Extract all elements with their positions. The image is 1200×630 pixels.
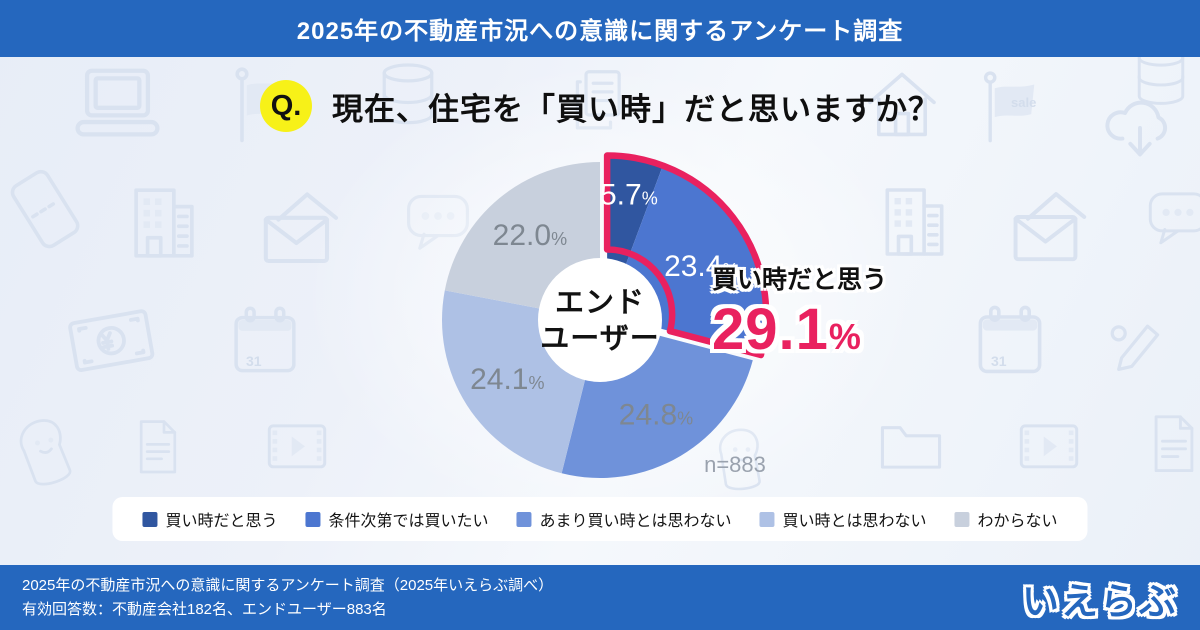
- legend-label: わからない: [977, 513, 1058, 530]
- mascot-icon: [15, 415, 74, 490]
- source-line-1: 2025年の不動産市況への意識に関するアンケート調査（2025年いえらぶ調べ）: [22, 576, 554, 594]
- question-row: Q. 現在、住宅を「買い時」だと思いますか？: [0, 80, 1200, 132]
- slice-label-1: 23.4%: [664, 250, 738, 283]
- highlight-callout: 買い時だと思う 29.1%: [712, 268, 887, 359]
- ielove-logo-text: いえらぶ: [1022, 580, 1178, 622]
- legend-item: 条件次第では買いたい: [305, 507, 488, 531]
- legend: 買い時だと思う 条件次第では買いたい あまり買い時とは思わない 買い時とは思わない わか…: [112, 497, 1088, 541]
- donut-center-label: ユーザー: [540, 323, 659, 355]
- legend-swatch: [954, 511, 970, 527]
- highlight-percent: 29.1: [712, 297, 829, 362]
- header-bar: 2025年の不動産市況への意識に関するアンケート調査: [0, 0, 1200, 57]
- donut-chart: 5.7% 23.4% 24.8% 24.1% 22.0% エンドユーザー n=883: [442, 152, 770, 479]
- document-icon: [1154, 415, 1194, 473]
- legend-swatch: [516, 511, 532, 527]
- donut-center-circle: [538, 258, 662, 382]
- slice-label-3: 24.1%: [470, 363, 544, 396]
- slice-label-2: 24.8%: [619, 399, 693, 432]
- legend-item: 買い時とは思わない: [759, 507, 927, 531]
- calendar-icon: [234, 306, 296, 373]
- legend-swatch: [759, 511, 775, 527]
- legend-label: 買い時とは思わない: [782, 513, 927, 530]
- legend-item: あまり買い時とは思わない: [516, 507, 732, 531]
- pencil-icon: [1110, 324, 1160, 372]
- chat-bubble-icon: [1148, 192, 1200, 245]
- highlight-outline: [603, 152, 770, 359]
- sale-flag-text: sale: [1011, 95, 1036, 110]
- building-icon: [134, 188, 194, 258]
- calendar-text: 31: [991, 353, 1007, 369]
- legend-list: 買い時だと思う 条件次第では買いたい あまり買い時とは思わない 買い時とは思わない わか…: [142, 507, 1058, 531]
- donut-center-label: エンド: [555, 287, 645, 319]
- legend-label: 条件次第では買いたい: [328, 513, 489, 530]
- legend-swatch: [305, 511, 321, 527]
- document-icon: [139, 419, 177, 474]
- legend-label: あまり買い時とは思わない: [539, 513, 732, 530]
- sample-size-label: n=883: [704, 452, 766, 477]
- envelope-icon: [1016, 194, 1085, 259]
- highlight-percent-sign: %: [828, 316, 861, 357]
- legend-swatch: [142, 511, 158, 527]
- source-note: 2025年の不動産市況への意識に関するアンケート調査（2025年いえらぶ調べ） …: [22, 574, 553, 622]
- legend-item: 買い時だと思う: [142, 507, 277, 531]
- calendar-text: 31: [246, 353, 262, 369]
- source-line-2: 有効回答数：不動産会社182名、エンドユーザー883名: [22, 600, 387, 618]
- legend-item: わからない: [954, 507, 1058, 531]
- slice-label-4: 22.0%: [493, 219, 567, 252]
- question-badge: Q.: [260, 80, 312, 132]
- yen-banknote-icon: [69, 311, 153, 371]
- highlight-value: 29.1%: [712, 301, 887, 359]
- legend-label: 買い時だと思う: [165, 513, 278, 530]
- ticket-icon: [9, 169, 80, 250]
- calendar-icon: [978, 305, 1042, 374]
- highlight-label: 買い時だと思う: [712, 266, 888, 294]
- video-play-icon: [1021, 426, 1076, 467]
- page-title: 2025年の不動産市況への意識に関するアンケート調査: [296, 18, 904, 45]
- question-text: 現在、住宅を「買い時」だと思いますか？: [332, 91, 940, 127]
- footer-bar: 2025年の不動産市況への意識に関するアンケート調査（2025年いえらぶ調べ） …: [0, 565, 1200, 630]
- ielove-logo: いえらぶ: [1022, 571, 1178, 625]
- slice-label-0: 5.7%: [600, 178, 658, 211]
